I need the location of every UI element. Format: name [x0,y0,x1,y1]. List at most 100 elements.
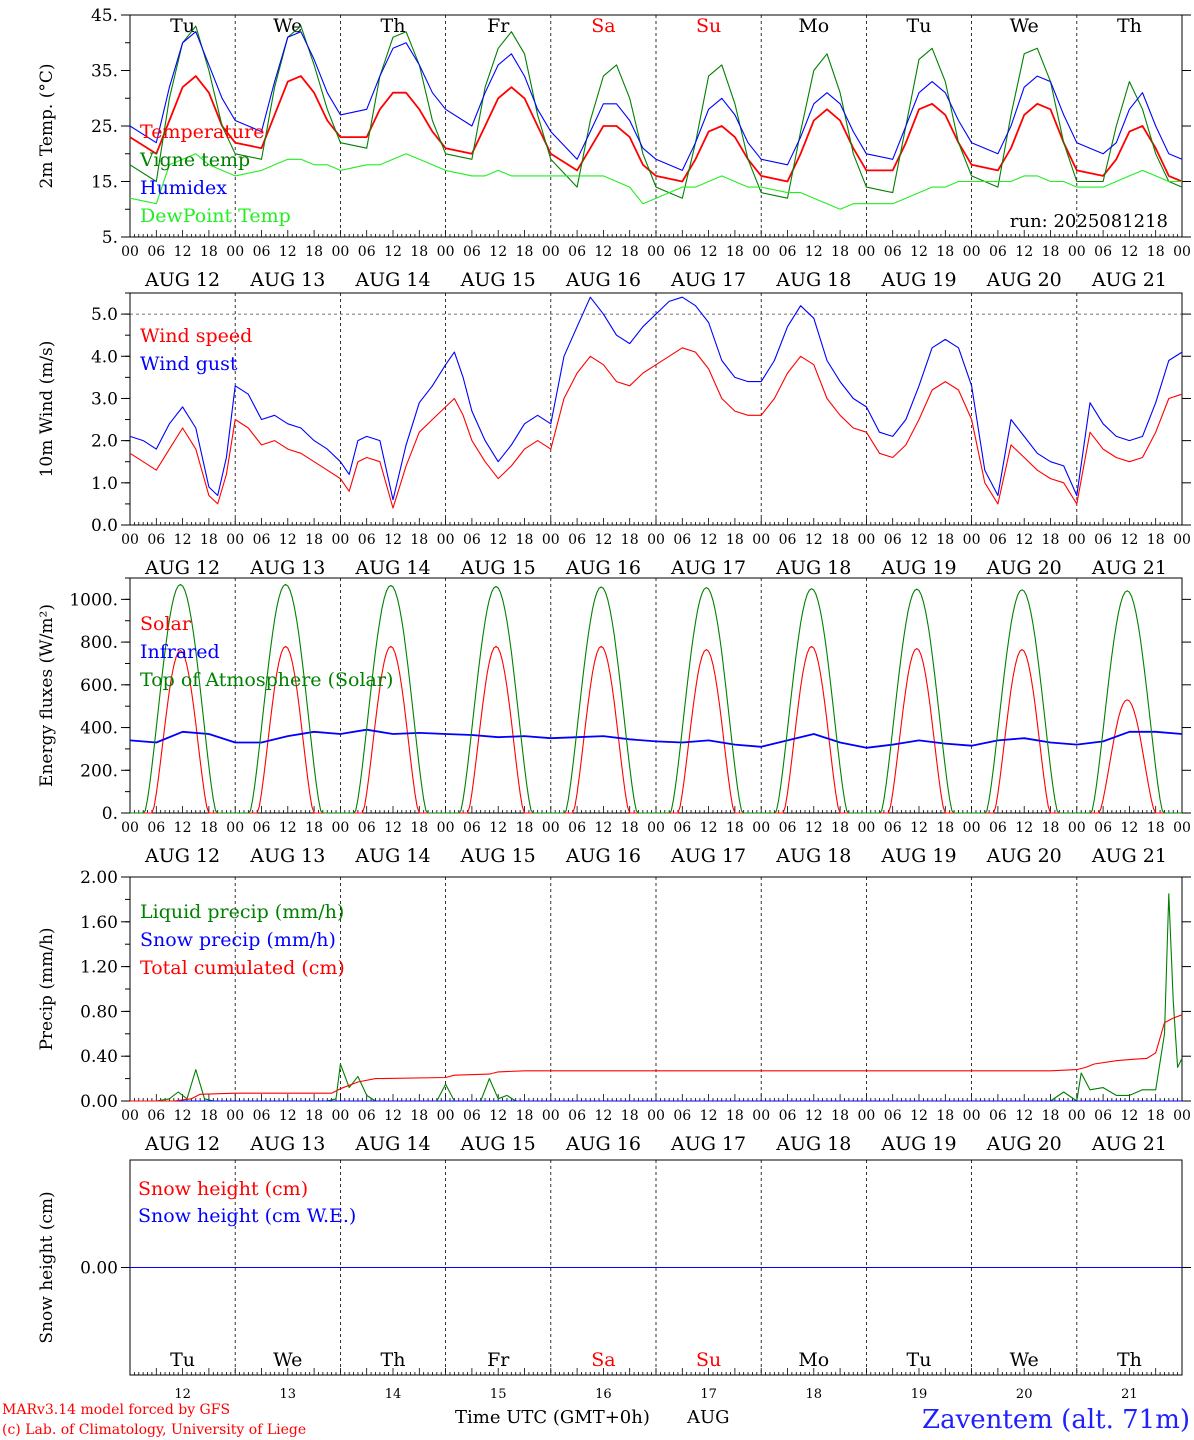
hour-tick-label: 00 [857,1108,875,1124]
legend-wind-speed: Wind speed [140,325,252,347]
date-label: AUG 21 [1091,269,1167,291]
hour-tick-label: 06 [253,532,271,548]
legend-wind-gust: Wind gust [140,353,238,375]
series-line-vigne-temp [129,25,1183,199]
hour-tick-label: 12 [1120,244,1138,260]
date-label: AUG 18 [775,269,851,291]
hour-tick-label: 06 [147,532,165,548]
hour-tick-label: 00 [647,244,665,260]
date-label: AUG 12 [144,845,220,867]
date-label: AUG 12 [144,269,220,291]
hour-tick-label: 18 [516,532,534,548]
hour-tick-label: 06 [463,820,481,836]
hour-tick-label: 06 [673,820,691,836]
y-tick-label: 5.0 [91,305,118,325]
series-line-wind-speed [129,347,1183,509]
hour-tick-label: 06 [358,1108,376,1124]
hour-tick-label: 12 [700,532,718,548]
hour-tick-label: 00 [542,820,560,836]
hour-tick-label: 18 [831,532,849,548]
hour-tick-label: 06 [884,1108,902,1124]
hour-tick-label: 00 [226,532,244,548]
hour-tick-label: 00 [647,1108,665,1124]
hour-tick-label: 06 [779,1108,797,1124]
weekday-label: We [1010,15,1039,37]
date-label: AUG 13 [249,557,325,579]
hour-tick-label: 00 [963,1108,981,1124]
legend-total-cumulated-cm-: Total cumulated (cm) [140,957,345,979]
hour-tick-label: 00 [1173,532,1191,548]
hour-tick-label: 06 [568,244,586,260]
hour-tick-label: 00 [1068,532,1086,548]
hour-tick-label: 06 [358,532,376,548]
weekday-label: Th [381,1349,406,1371]
hour-tick-label: 06 [1094,1108,1112,1124]
legend-solar: Solar [140,613,192,635]
date-label: AUG 21 [1091,845,1167,867]
hour-tick-label: 12 [1120,532,1138,548]
hour-tick-label: 00 [1068,244,1086,260]
hour-tick-label: 18 [410,1108,428,1124]
y-axis-label: Snow height (cm) [37,1191,57,1343]
hour-tick-label: 12 [805,244,823,260]
hour-tick-label: 18 [1042,244,1060,260]
hour-tick-label: 00 [752,1108,770,1124]
y-tick-label: 400. [80,719,118,739]
hour-tick-label: 00 [752,820,770,836]
hour-tick-label: 18 [305,244,323,260]
weekday-label: Tu [170,1349,195,1371]
date-label: AUG 19 [880,269,956,291]
hour-tick-label: 12 [279,244,297,260]
hour-tick-label: 12 [279,820,297,836]
day-number-label: 21 [1121,1387,1138,1402]
date-label: AUG 12 [144,557,220,579]
hour-tick-label: 12 [384,244,402,260]
y-tick-label: 5. [102,228,118,248]
y-tick-label: 3.0 [91,389,118,409]
date-label: AUG 13 [249,269,325,291]
hour-tick-label: 06 [463,1108,481,1124]
date-label: AUG 17 [670,845,746,867]
series-line-total-cumulated-cm- [130,1014,1183,1102]
date-label: AUG 20 [986,1133,1062,1155]
date-label: AUG 18 [775,557,851,579]
hour-tick-label: 12 [174,532,192,548]
hour-tick-label: 18 [831,244,849,260]
hour-tick-label: 18 [621,532,639,548]
hour-tick-label: 12 [1015,820,1033,836]
hour-tick-label: 06 [884,244,902,260]
hour-tick-label: 12 [700,820,718,836]
hour-tick-label: 12 [489,820,507,836]
date-label: AUG 20 [986,557,1062,579]
date-label: AUG 20 [986,269,1062,291]
run-annotation: run: 2025081218 [1010,211,1168,232]
y-tick-label: 1000. [69,590,118,610]
hour-tick-label: 12 [489,1108,507,1124]
hour-tick-label: 12 [594,244,612,260]
hour-tick-label: 12 [594,532,612,548]
weekday-label: Fr [487,15,510,37]
hour-tick-label: 00 [331,244,349,260]
hour-tick-label: 18 [516,244,534,260]
hour-tick-label: 18 [621,244,639,260]
hour-tick-label: 06 [358,244,376,260]
hour-tick-label: 00 [226,1108,244,1124]
hour-tick-label: 00 [857,244,875,260]
date-label: AUG 15 [460,845,536,867]
hour-tick-label: 18 [936,532,954,548]
date-label: AUG 19 [880,1133,956,1155]
hour-tick-label: 12 [489,244,507,260]
weekday-label: Th [381,15,406,37]
hour-tick-label: 18 [200,820,218,836]
hour-tick-label: 12 [805,1108,823,1124]
weekday-label: Tu [170,15,195,37]
hour-tick-label: 18 [200,244,218,260]
hour-tick-label: 18 [831,820,849,836]
day-number-label: 15 [490,1387,507,1402]
y-tick-label: 2.00 [80,868,118,888]
hour-tick-label: 00 [226,244,244,260]
hour-tick-label: 12 [700,244,718,260]
hour-tick-label: 00 [752,532,770,548]
legend-snow-precip-mm-h-: Snow precip (mm/h) [140,929,336,951]
date-label: AUG 14 [354,845,430,867]
